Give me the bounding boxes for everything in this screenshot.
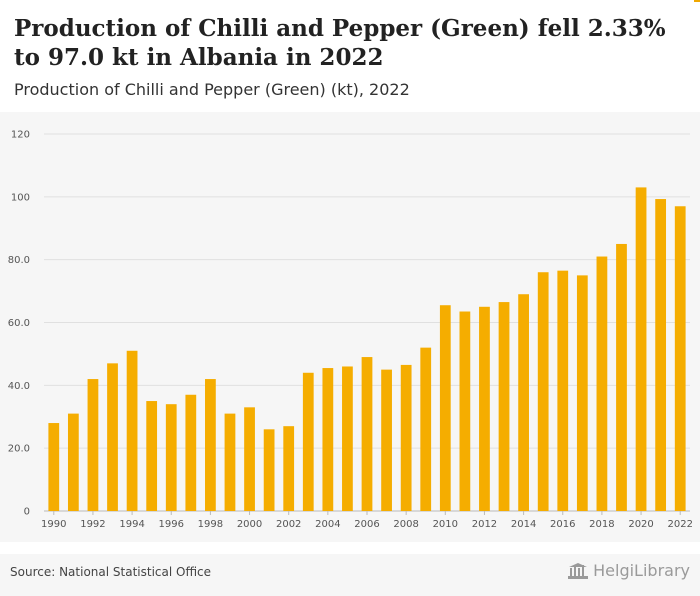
bar-2011[interactable] (459, 311, 471, 511)
bar-2012[interactable] (479, 306, 490, 511)
x-tick-label: 2022 (667, 519, 692, 530)
x-tick-label: 2000 (237, 519, 262, 530)
bar-2003[interactable] (302, 372, 314, 511)
bar-2017[interactable] (576, 275, 588, 511)
bar-1997[interactable] (185, 394, 197, 511)
x-tick-label: 2004 (315, 519, 340, 530)
y-tick-label: 120 (11, 130, 30, 141)
bar-1993[interactable] (107, 363, 118, 511)
x-tick-label: 2020 (628, 519, 653, 530)
bar-2021[interactable] (655, 199, 667, 511)
bar-1990[interactable] (48, 423, 60, 511)
bar-2002[interactable] (283, 426, 295, 511)
bar-2001[interactable] (263, 429, 275, 511)
x-tick-label: 2008 (393, 519, 418, 530)
bar-2014[interactable] (518, 294, 529, 511)
bar-2010[interactable] (439, 305, 451, 511)
brand-name: HelgiLibrary (593, 561, 690, 580)
bar-1999[interactable] (224, 413, 236, 511)
x-tick-label: 1996 (159, 519, 184, 530)
bar-2018[interactable] (596, 256, 608, 511)
x-tick-label: 2018 (589, 519, 614, 530)
bar-chart: 0 20.0 40.0 60.0 80.0 100 120 1990 1992 1994 1996 1… (8, 130, 693, 531)
top-accent-bar (694, 0, 700, 2)
y-tick-label: 80.0 (8, 255, 30, 266)
bar-1995[interactable] (146, 401, 158, 511)
bar-2019[interactable] (616, 243, 627, 512)
header: Production of Chilli and Pepper (Green) … (0, 0, 700, 112)
chart-subtitle: Production of Chilli and Pepper (Green) … (14, 80, 410, 99)
x-tick-label: 1992 (80, 519, 105, 530)
y-tick-label: 0 (24, 507, 30, 518)
bar-2016[interactable] (557, 270, 569, 511)
library-icon (568, 562, 589, 579)
brand-logo[interactable]: HelgiLibrary (567, 561, 690, 580)
y-tick-label: 60.0 (8, 318, 30, 329)
y-tick-label: 40.0 (8, 381, 30, 392)
x-tick-label: 2016 (550, 519, 575, 530)
x-tick-label: 1994 (119, 519, 144, 530)
bar-2005[interactable] (342, 366, 353, 511)
bar-2004[interactable] (322, 368, 334, 511)
bar-2020[interactable] (635, 187, 647, 511)
x-tick-label: 2002 (276, 519, 301, 530)
bar-2022[interactable] (674, 206, 686, 511)
bar-2013[interactable] (498, 302, 510, 511)
bar-1991[interactable] (67, 413, 79, 511)
bar-1992[interactable] (87, 379, 99, 511)
bar-1996[interactable] (165, 404, 177, 511)
x-tick-label: 2012 (472, 519, 497, 530)
x-tick-label: 1998 (198, 519, 223, 530)
bar-2008[interactable] (400, 364, 412, 511)
x-tick-label: 2014 (511, 519, 536, 530)
bar-2007[interactable] (381, 369, 392, 511)
bar-2015[interactable] (537, 272, 549, 511)
bar-1998[interactable] (205, 379, 216, 511)
y-tick-label: 20.0 (8, 444, 30, 455)
x-tick-label: 1990 (41, 519, 66, 530)
x-tick-label: 2006 (354, 519, 379, 530)
source-note: Source: National Statistical Office (10, 565, 212, 579)
bar-1994[interactable] (126, 350, 138, 511)
bar-2000[interactable] (244, 407, 255, 511)
y-tick-label: 100 (11, 192, 30, 203)
bar-2006[interactable] (361, 357, 373, 511)
page-title: Production of Chilli and Pepper (Green) … (14, 15, 666, 71)
bar-2009[interactable] (420, 347, 432, 511)
x-tick-label: 2010 (433, 519, 458, 530)
